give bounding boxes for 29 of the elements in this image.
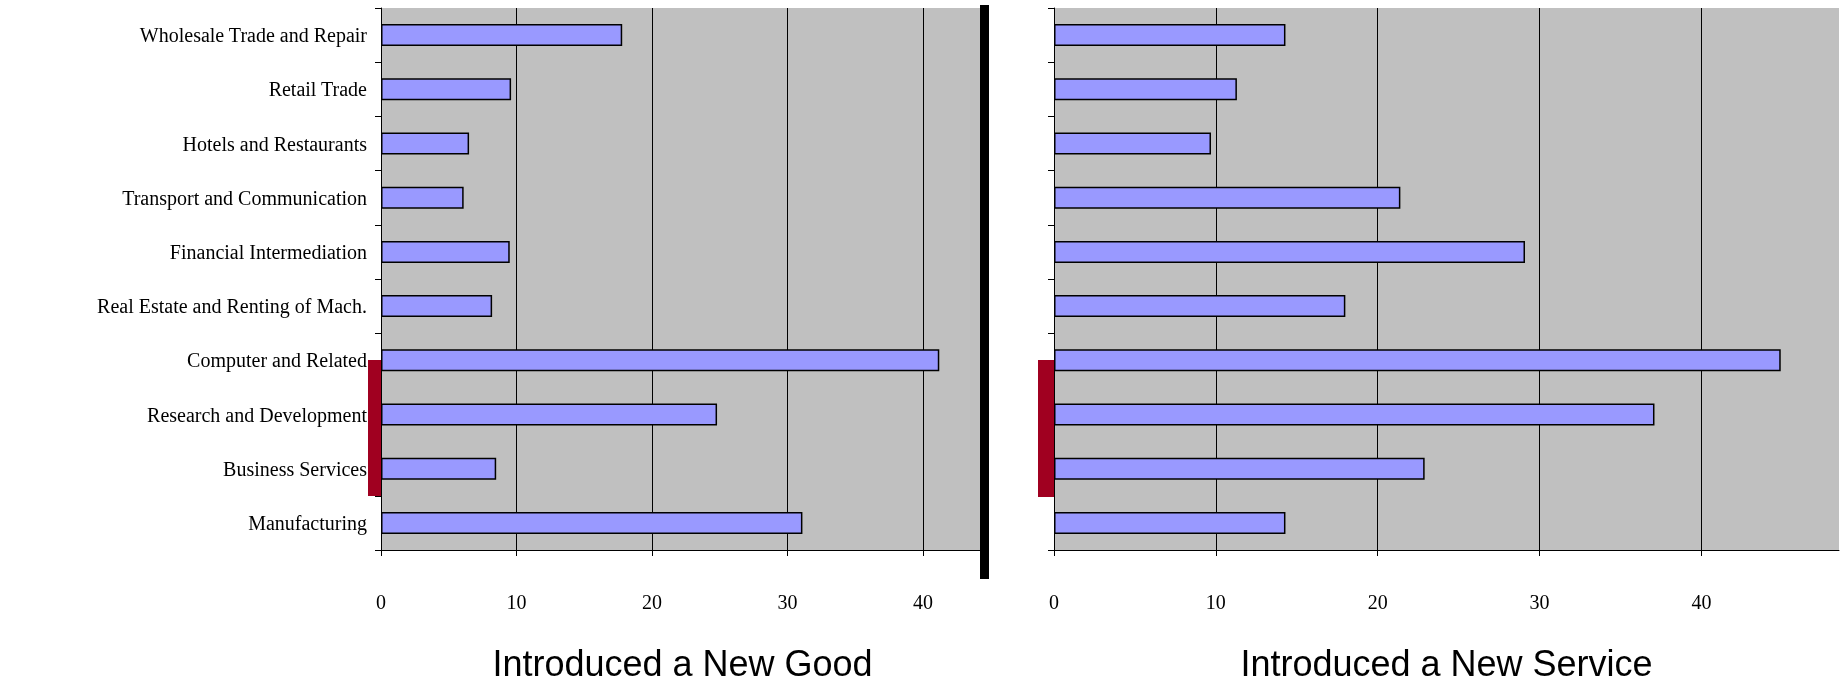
y-tick-label: Retail Trade — [268, 78, 368, 101]
y-tick-label: Financial Intermediation — [169, 240, 367, 263]
y-tick-label: Business Services — [223, 457, 368, 480]
x-tick-label: 0 — [1049, 591, 1059, 613]
x-axis-title: Introduced a New Good — [492, 642, 873, 684]
y-tick-label: Real Estate and Renting of Mach. — [97, 295, 367, 319]
x-tick-label: 0 — [376, 591, 386, 613]
y-tick-label: Transport and Communication — [122, 186, 367, 210]
bar — [381, 78, 512, 101]
y-tick-label: Manufacturing — [248, 511, 367, 535]
bar — [381, 295, 493, 318]
x-tick-label: 20 — [1367, 591, 1388, 613]
x-tick-label: 30 — [777, 591, 798, 613]
bar — [381, 457, 497, 480]
bar — [1054, 132, 1211, 155]
x-tick-label: 40 — [1691, 591, 1712, 613]
y-tick-label: Hotels and Restaurants — [182, 132, 368, 155]
x-tick-label: 10 — [1205, 591, 1226, 613]
x-tick-label: 40 — [913, 591, 934, 613]
bar — [381, 132, 470, 155]
y-tick-label: Computer and Related — [187, 349, 367, 373]
y-tick-label: Wholesale Trade and Repair — [139, 24, 368, 48]
x-tick-label: 10 — [506, 591, 527, 613]
y-tick-label: Research and Development — [147, 403, 368, 427]
x-tick-label: 20 — [642, 591, 663, 613]
x-axis-title: Introduced a New Service — [1240, 642, 1653, 684]
x-tick-label: 30 — [1529, 591, 1550, 613]
bar — [381, 240, 510, 263]
bar — [381, 186, 464, 209]
